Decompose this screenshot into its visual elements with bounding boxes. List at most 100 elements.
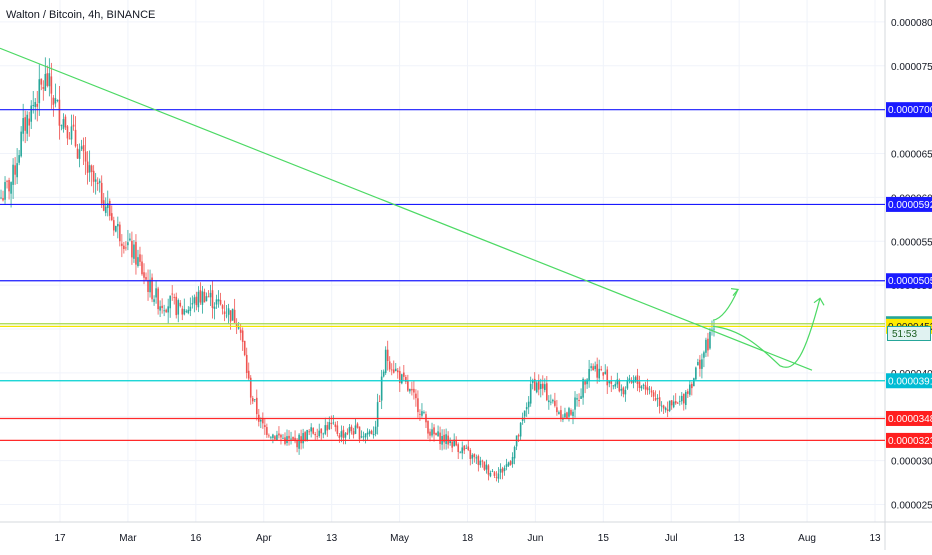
candle-body — [221, 305, 224, 309]
candle-body — [701, 359, 703, 369]
candle-body — [149, 279, 151, 293]
candle-body — [624, 389, 627, 395]
candle-body — [223, 311, 226, 315]
candle-body — [499, 468, 502, 473]
candle-body — [483, 461, 486, 470]
x-tick-label: Jul — [665, 533, 678, 544]
candle-body — [264, 425, 266, 427]
candle-body — [691, 383, 693, 389]
candle-body — [465, 447, 468, 449]
candle-body — [566, 412, 568, 419]
arrow-head — [730, 288, 740, 297]
candle-body — [531, 380, 534, 383]
x-tick-label: 13 — [869, 533, 881, 544]
candle-body — [505, 464, 508, 467]
candle-body — [88, 165, 91, 173]
candle-body — [205, 296, 208, 302]
candle-body — [372, 434, 375, 436]
candle-body — [469, 449, 472, 460]
candle-body — [8, 179, 10, 192]
candle-body — [578, 400, 580, 402]
candle-body — [435, 432, 437, 436]
candle-body — [298, 434, 300, 449]
candle-body — [96, 182, 99, 185]
candle-body — [672, 401, 675, 408]
candle-body — [280, 434, 282, 438]
candle-body — [362, 436, 365, 438]
candle-body — [707, 338, 709, 351]
candle-body — [191, 303, 194, 305]
candle-body — [106, 203, 109, 209]
candle-body — [80, 146, 83, 150]
candle-body — [550, 401, 552, 403]
candle-body — [183, 309, 186, 315]
candle-body — [76, 148, 79, 159]
candle-body — [64, 116, 67, 128]
candle-body — [443, 434, 445, 443]
candle-body — [703, 352, 705, 358]
candle-body — [602, 372, 605, 376]
candle-body — [471, 454, 474, 459]
candle-body — [586, 379, 588, 385]
candle-body — [513, 447, 516, 459]
candle-body — [72, 124, 75, 127]
candle-body — [558, 412, 560, 415]
candle-body — [316, 436, 319, 438]
price-label: 0.0000348 — [888, 414, 932, 425]
candle-body — [286, 436, 288, 444]
candle-body — [449, 441, 451, 443]
candle-body — [177, 300, 180, 315]
candle-body — [491, 470, 494, 472]
candle-body — [348, 427, 351, 433]
candle-body — [137, 257, 139, 267]
candle-body — [12, 164, 14, 185]
candle-body — [46, 73, 49, 86]
candle-body — [135, 241, 137, 265]
price-label: 0.0000592 — [888, 200, 932, 211]
candle-body — [459, 452, 462, 454]
candle-body — [110, 213, 113, 221]
candle-body — [523, 410, 526, 417]
candle-body — [636, 375, 639, 384]
candle-body — [689, 384, 691, 395]
candle-body — [392, 369, 395, 373]
candle-body — [344, 433, 347, 438]
candle-body — [32, 105, 35, 107]
x-tick-label: 18 — [462, 533, 474, 544]
candle-body — [713, 328, 715, 330]
candle-body — [40, 78, 43, 85]
candle-body — [70, 126, 73, 140]
candle-body — [288, 435, 290, 439]
candle-body — [390, 369, 393, 371]
candle-body — [596, 364, 598, 378]
candle-body — [479, 460, 482, 466]
candle-body — [493, 472, 496, 476]
candle-body — [56, 100, 59, 101]
candle-body — [155, 288, 157, 298]
candle-body — [570, 410, 572, 415]
candle-body — [352, 431, 355, 435]
candle-body — [239, 329, 242, 333]
candle-body — [382, 371, 385, 377]
candle-body — [423, 412, 425, 413]
candle-body — [509, 461, 512, 466]
price-label-box — [886, 432, 932, 448]
candle-body — [457, 444, 460, 452]
candle-body — [654, 398, 657, 401]
candle-body — [268, 435, 270, 437]
candle-body — [481, 460, 484, 462]
candle-body — [171, 293, 174, 295]
candle-body — [656, 398, 659, 399]
price-label: 0.0000323 — [888, 436, 932, 447]
candle-body — [354, 425, 357, 434]
candle-body — [10, 182, 12, 194]
candle-body — [157, 288, 159, 310]
candle-body — [366, 432, 369, 435]
candle-body — [378, 401, 381, 402]
candle-body — [398, 371, 401, 384]
candle-body — [310, 427, 312, 432]
candle-body — [455, 440, 457, 446]
candle-body — [318, 430, 321, 437]
